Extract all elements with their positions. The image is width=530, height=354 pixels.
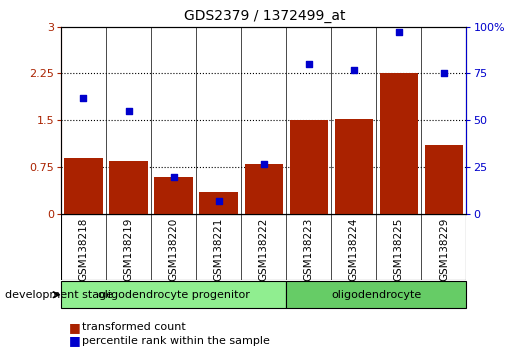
Point [214,198,223,204]
Text: GSM138219: GSM138219 [123,217,134,281]
Text: GSM138218: GSM138218 [78,217,89,281]
Bar [289,120,328,214]
Text: percentile rank within the sample: percentile rank within the sample [82,336,270,346]
Point [394,29,403,35]
Text: oligodendrocyte: oligodendrocyte [331,290,421,300]
Bar [379,74,418,214]
Point [440,70,448,76]
Point [304,61,313,67]
Bar [286,281,466,308]
Bar [425,145,463,214]
Text: GSM138221: GSM138221 [214,217,224,281]
Text: GDS2379 / 1372499_at: GDS2379 / 1372499_at [184,9,346,23]
Bar [64,158,103,214]
Text: oligodendrocyte progenitor: oligodendrocyte progenitor [98,290,250,300]
Text: ■: ■ [69,321,81,334]
Text: ■: ■ [69,334,81,347]
Bar [244,164,283,214]
Text: GSM138223: GSM138223 [304,217,314,281]
Point [169,174,178,179]
Point [350,67,358,73]
Point [80,95,88,101]
Text: development stage: development stage [5,290,113,300]
Bar [61,281,286,308]
Bar [334,119,373,214]
Text: transformed count: transformed count [82,322,186,332]
Text: GSM138225: GSM138225 [394,217,404,281]
Bar [154,177,193,214]
Bar [199,192,238,214]
Point [259,161,268,166]
Text: GSM138222: GSM138222 [259,217,269,281]
Point [124,108,132,114]
Text: GSM138220: GSM138220 [169,217,179,281]
Text: GSM138229: GSM138229 [439,217,449,281]
Bar [109,161,148,214]
Text: GSM138224: GSM138224 [349,217,359,281]
